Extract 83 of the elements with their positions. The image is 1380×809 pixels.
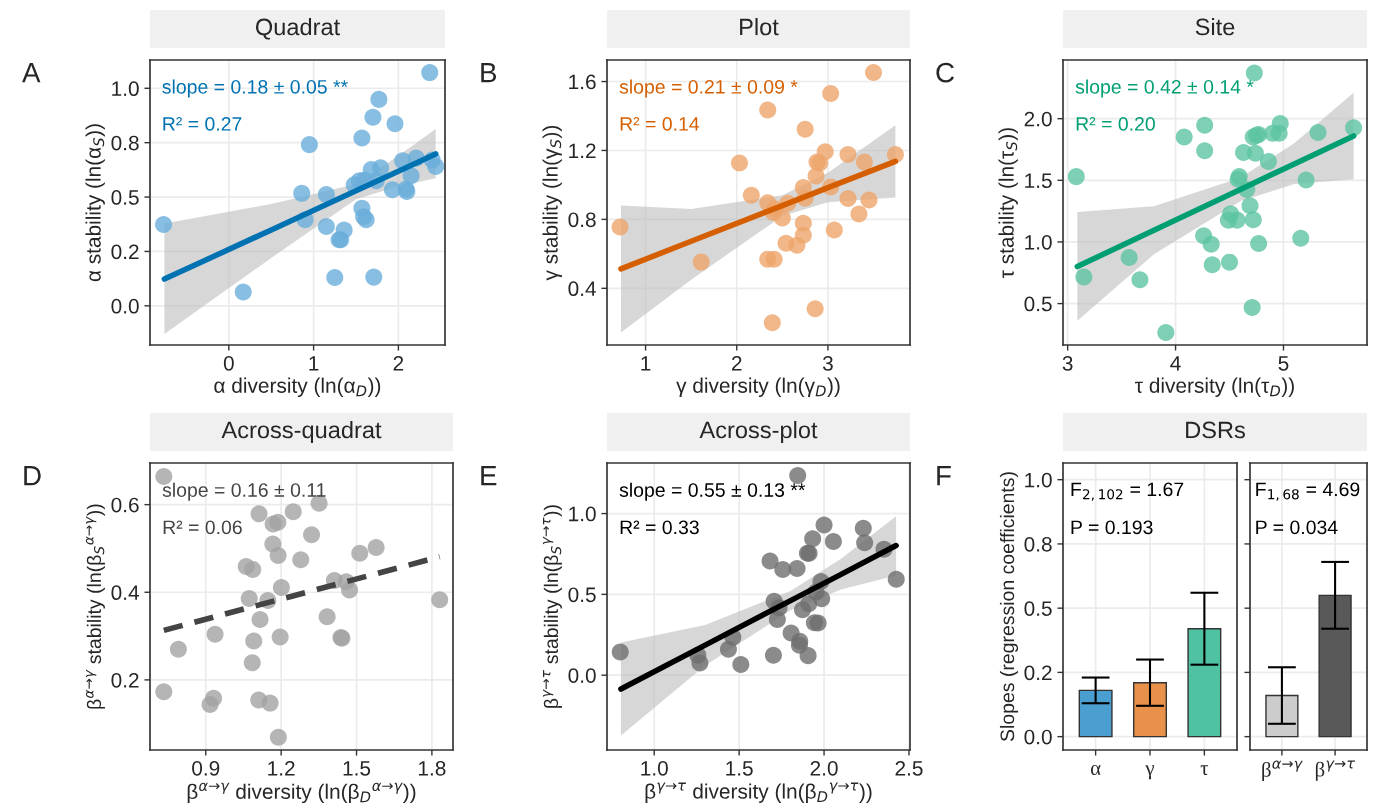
text: E bbox=[481, 466, 497, 486]
x-tick-label: α bbox=[1090, 765, 1101, 776]
y-tick-label: 0.2 bbox=[111, 244, 139, 260]
y-tick-label: 0.4 bbox=[568, 281, 596, 297]
y-tick-label: 2.0 bbox=[1024, 111, 1052, 127]
x-tick-label: 1.5 bbox=[343, 761, 371, 776]
chart-title: Across-quadrat bbox=[221, 420, 382, 444]
y-tick-label: 1.2 bbox=[569, 143, 596, 159]
y-tick-label: 0.8 bbox=[568, 212, 596, 228]
y-axis-title: τ stability (ln(τ$_{S}$)) bbox=[998, 128, 1018, 279]
y-tick-label: 0.5 bbox=[1024, 601, 1052, 616]
annotation: slope = 0.55 ± 0.13 ** bbox=[619, 482, 806, 501]
x-tick-label: 0 bbox=[223, 355, 234, 371]
y-tick-label: 0.8 bbox=[1024, 536, 1052, 552]
annotation: R² = 0.20 bbox=[1076, 117, 1155, 131]
annotation: slope = 0.21 ± 0.09 * bbox=[619, 79, 798, 98]
x-tick-label: 5 bbox=[1278, 356, 1289, 371]
chart-title: DSRs bbox=[1186, 421, 1245, 439]
x-tick-label: 0.9 bbox=[192, 760, 220, 776]
y-tick-label: 0.4 bbox=[111, 585, 139, 601]
y-tick-label: 1.6 bbox=[569, 74, 596, 90]
text: D bbox=[24, 466, 41, 486]
annotation: P = 0.034 bbox=[1256, 520, 1338, 535]
y-tick-label: 1.0 bbox=[569, 506, 596, 522]
y-tick-label: 0.2 bbox=[111, 672, 139, 688]
y-tick-label: 1.0 bbox=[112, 81, 139, 97]
y-tick-label: 1.5 bbox=[1025, 173, 1052, 189]
chart-title: Quadrat bbox=[255, 18, 340, 40]
y-tick-label: 0.0 bbox=[111, 298, 139, 314]
annotation: R² = 0.14 bbox=[620, 117, 700, 131]
x-axis-title: β$^{γ→τ}$ diversity (ln(β$_{D}$$^{γ→τ}$)) bbox=[645, 782, 872, 803]
annotation: slope = 0.18 ± 0.05 ** bbox=[162, 79, 348, 98]
x-tick-label: 2 bbox=[732, 355, 742, 371]
x-tick-label: 2 bbox=[393, 355, 404, 371]
text: A bbox=[22, 63, 41, 83]
annotation: slope = 0.42 ± 0.14 * bbox=[1075, 79, 1254, 98]
y-tick-label: 0.8 bbox=[111, 135, 139, 151]
y-tick-label: 0.0 bbox=[568, 668, 596, 683]
y-tick-label: 0.5 bbox=[1024, 296, 1052, 312]
x-tick-label: β$^{γ→τ}$ bbox=[1315, 760, 1356, 781]
y-axis-title: β$^{α→γ}$ stability (ln(β$_{S}$$^{α→γ}$)) bbox=[85, 504, 105, 709]
x-tick-label: 1.0 bbox=[641, 760, 668, 776]
y-tick-label: 0.0 bbox=[1024, 729, 1052, 745]
x-tick-label: γ bbox=[1145, 765, 1155, 780]
y-axis-title: γ stability (ln(γ$_{S}$)) bbox=[542, 125, 562, 281]
x-tick-label: 1.5 bbox=[726, 761, 753, 776]
annotation: R² = 0.27 bbox=[163, 117, 242, 131]
x-axis-title: τ diversity (ln(τ$_{D}$)) bbox=[1135, 377, 1294, 398]
y-axis-title: α stability (ln(α$_{S}$)) bbox=[85, 124, 105, 282]
x-tick-label: 2.0 bbox=[810, 760, 838, 776]
y-tick-label: 1.0 bbox=[1025, 472, 1052, 488]
x-tick-label: 1.2 bbox=[268, 760, 295, 776]
annotation: R² = 0.33 bbox=[620, 520, 699, 535]
y-tick-label: 0.6 bbox=[111, 497, 139, 513]
x-tick-label: 3 bbox=[822, 355, 833, 371]
annotation: F$_{1,68}$ = 4.69 bbox=[1256, 482, 1360, 501]
annotation: slope = 0.16 ± 0.11 bbox=[162, 482, 326, 501]
chart-title: Plot bbox=[740, 18, 779, 36]
chart-title: Across-plot bbox=[699, 420, 818, 444]
x-tick-label: 3 bbox=[1062, 355, 1073, 371]
x-tick-label: 4 bbox=[1170, 356, 1181, 371]
x-axis-title: γ diversity (ln(γ$_{D}$)) bbox=[676, 377, 840, 398]
x-tick-label: β$^{α→γ}$ bbox=[1262, 760, 1303, 782]
text: C bbox=[936, 62, 954, 83]
annotation: F$_{2,102}$ = 1.67 bbox=[1071, 482, 1184, 501]
y-axis-title: β$^{γ→τ}$ stability (ln(β$_{S}$$^{γ→τ}$)) bbox=[543, 505, 562, 708]
annotation: R² = 0.06 bbox=[163, 520, 242, 535]
y-axis-title: Slopes (regression coefficients) bbox=[999, 472, 1019, 742]
x-tick-label: 1 bbox=[641, 356, 651, 371]
y-tick-label: 0.2 bbox=[1024, 665, 1052, 681]
y-tick-label: 0.5 bbox=[568, 587, 596, 603]
x-tick-label: 2.5 bbox=[895, 760, 923, 776]
x-tick-label: 1 bbox=[309, 356, 319, 371]
annotation: P = 0.193 bbox=[1071, 520, 1153, 535]
text: B bbox=[481, 63, 497, 83]
x-axis-title: β$^{α→γ}$ diversity (ln(β$_{D}$$^{α→γ}$)) bbox=[187, 782, 416, 804]
chart-title: Site bbox=[1195, 18, 1235, 36]
x-tick-label: τ bbox=[1200, 765, 1209, 776]
y-tick-label: 0.5 bbox=[111, 190, 139, 205]
y-tick-label: 1.0 bbox=[1025, 234, 1052, 250]
text: F bbox=[937, 466, 951, 486]
x-axis-title: α diversity (ln(α$_{D}$)) bbox=[214, 377, 381, 398]
x-tick-label: 1.8 bbox=[419, 760, 446, 776]
